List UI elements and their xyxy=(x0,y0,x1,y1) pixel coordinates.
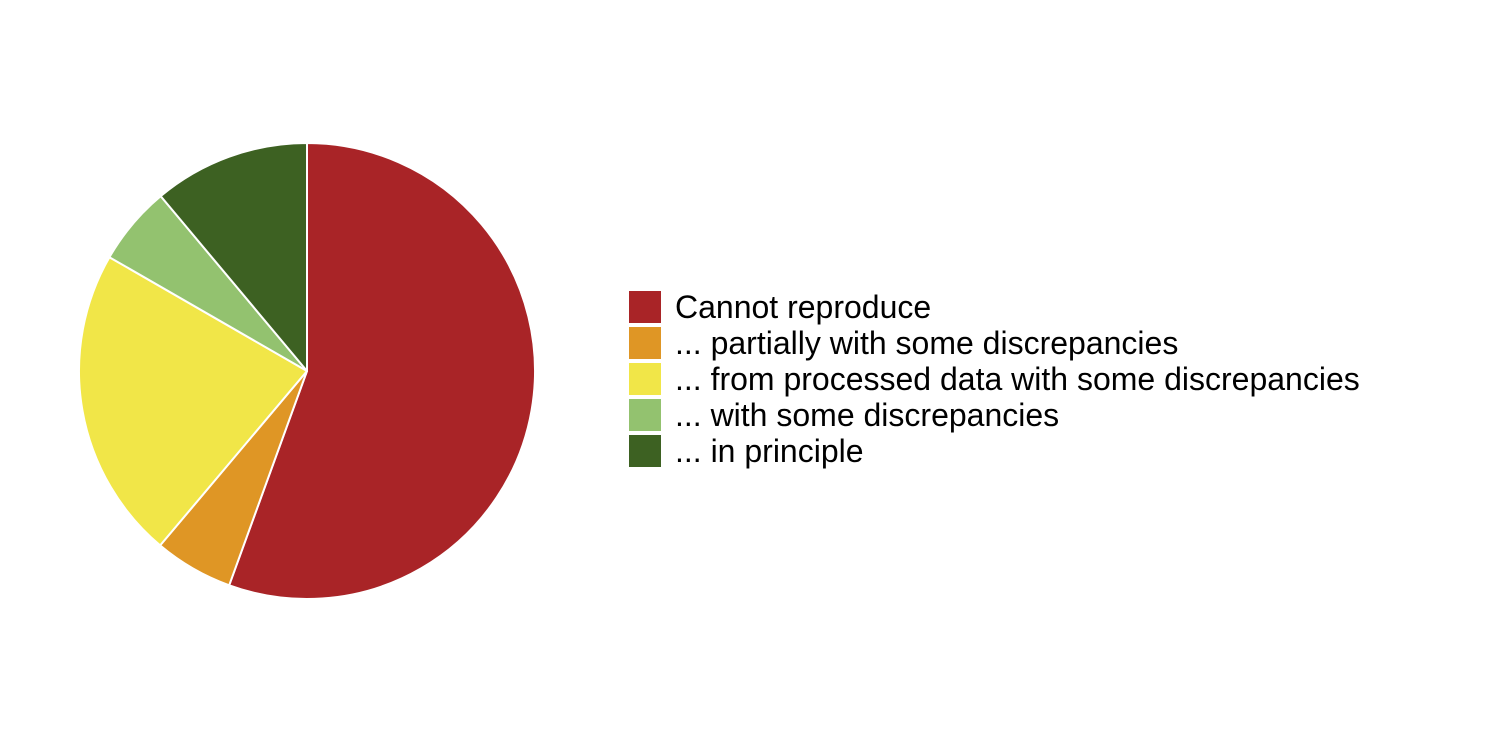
legend-swatch xyxy=(629,291,661,323)
legend-item-3: ... from processed data with some discre… xyxy=(629,361,1360,397)
legend-item-5: ... in principle xyxy=(629,433,1360,469)
legend-swatch xyxy=(629,363,661,395)
legend-item-4: ... with some discrepancies xyxy=(629,397,1360,433)
legend-label: Cannot reproduce xyxy=(675,289,932,325)
pie-slice-5 xyxy=(159,142,308,372)
legend-label: ... in principle xyxy=(675,433,864,469)
legend: Cannot reproduce... partially with some … xyxy=(629,289,1360,469)
pie-slice-1 xyxy=(228,142,536,600)
legend-item-2: ... partially with some discrepancies xyxy=(629,325,1360,361)
legend-swatch xyxy=(629,435,661,467)
legend-label: ... from processed data with some discre… xyxy=(675,361,1360,397)
legend-label: ... with some discrepancies xyxy=(675,397,1060,433)
legend-label: ... partially with some discrepancies xyxy=(675,325,1179,361)
legend-swatch xyxy=(629,327,661,359)
legend-swatch xyxy=(629,399,661,431)
legend-item-1: Cannot reproduce xyxy=(629,289,1360,325)
pie-slice-3 xyxy=(78,256,308,547)
